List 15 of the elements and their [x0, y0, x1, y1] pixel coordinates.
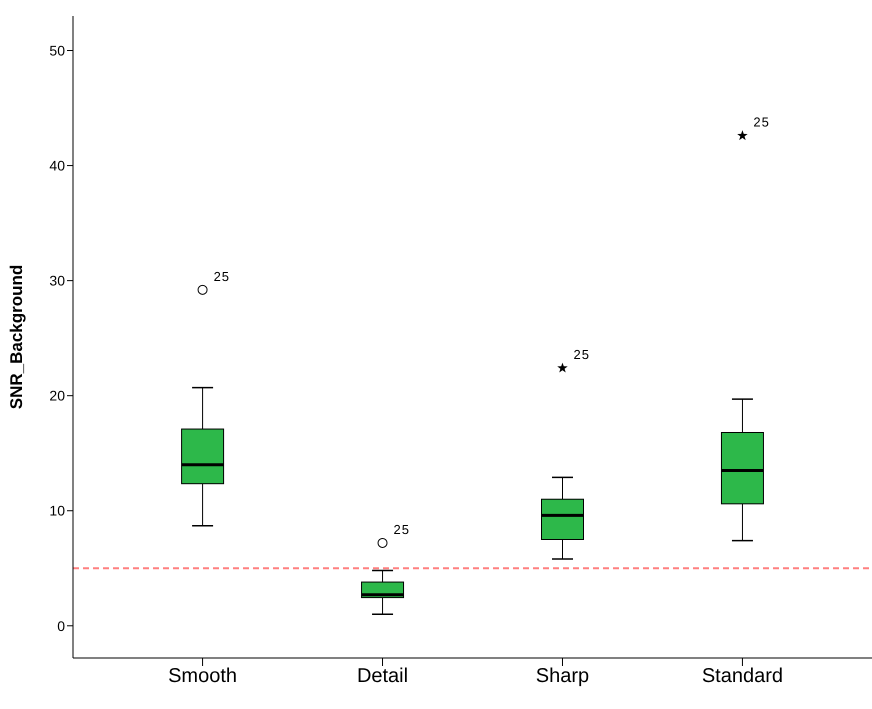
annotation: 25 — [214, 268, 230, 284]
x-tick-label: Smooth — [168, 665, 238, 688]
x-tick-label: Detail — [356, 665, 408, 688]
annotation: 25 — [573, 347, 590, 362]
x-tick-label: Sharp — [536, 665, 590, 688]
y-tick-label: 50 — [49, 42, 66, 58]
annotation: 25 — [753, 114, 770, 130]
y-tick-label: 10 — [49, 502, 66, 519]
y-tick-label: 30 — [49, 272, 66, 289]
y-axis-title: SNR_Background — [7, 264, 26, 410]
x-tick-label: Standard — [702, 665, 784, 688]
y-tick-label: 0 — [57, 618, 66, 634]
annotation: 25 — [394, 522, 410, 537]
y-tick-label: 40 — [49, 158, 66, 174]
y-tick-label: 20 — [49, 388, 66, 404]
